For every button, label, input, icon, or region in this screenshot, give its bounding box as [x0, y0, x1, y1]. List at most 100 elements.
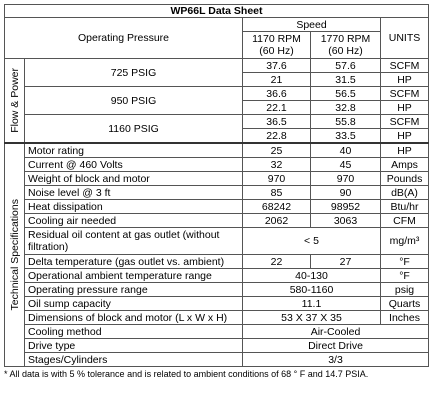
section-label: Flow & Power: [8, 68, 21, 133]
row: Stages/Cylinders 3/3: [5, 352, 430, 367]
unit-cell: Amps: [379, 157, 430, 172]
row: 1170 RPM (60 Hz) 1770 RPM (60 Hz): [5, 31, 429, 59]
value-cell: 85: [242, 185, 311, 200]
value-cell: 55.8: [310, 114, 381, 129]
row: Flow & Power 725 PSIG 37.6 57.6 SCFM: [4, 58, 430, 144]
unit-cell: °F: [379, 254, 430, 269]
value-cell: 36.5: [242, 114, 311, 129]
unit-cell: psig: [379, 282, 430, 297]
label-cell: Heat dissipation: [24, 199, 243, 214]
value-cell: 53 X 37 X 35: [242, 310, 381, 325]
value-cell: 25: [242, 142, 311, 158]
unit-cell: mg/m³: [379, 227, 430, 255]
row: Oil sump capacity 11.1 Quarts: [5, 296, 430, 311]
row: WP66L Data Sheet: [3, 4, 430, 18]
row: 1160 PSIG 36.5 55.8 SCFM: [5, 114, 430, 144]
table-title: WP66L Data Sheet: [3, 4, 430, 18]
value-cell: 37.6: [242, 58, 311, 73]
label-cell: Weight of block and motor: [24, 171, 243, 186]
value-cell: 32: [242, 157, 311, 172]
unit-cell: SCFM: [379, 86, 430, 101]
value-cell: 3063: [310, 213, 381, 228]
label-cell: Operating pressure range: [24, 282, 243, 297]
value-cell: 580-1160: [242, 282, 381, 297]
value-cell: 27: [310, 254, 381, 269]
spec-table: WP66L Data Sheet Operating Pressure Speed U…: [3, 4, 430, 367]
unit-cell: °F: [379, 268, 430, 283]
label-cell: Residual oil content at gas outlet (with…: [24, 227, 243, 255]
value-cell: 98952: [310, 199, 381, 214]
label-cell: Noise level @ 3 ft: [24, 185, 243, 200]
header-cell: UNITS: [379, 17, 430, 59]
row: Dimensions of block and motor (L x W x H…: [5, 310, 430, 325]
label-cell: Stages/Cylinders: [24, 352, 243, 367]
label-cell: Drive type: [24, 338, 243, 353]
value-cell: 57.6: [310, 58, 381, 73]
row: 22.8 33.5 HP: [5, 128, 430, 144]
value-cell: 22: [242, 254, 311, 269]
value-cell: 45: [310, 157, 381, 172]
value-cell: 22.8: [242, 128, 311, 144]
label-cell: Current @ 460 Volts: [24, 157, 243, 172]
label-cell: Cooling method: [24, 324, 243, 339]
value-cell: Direct Drive: [241, 338, 430, 353]
value-cell: 32.8: [310, 100, 381, 115]
value-cell: 2062: [242, 213, 311, 228]
label-cell: Delta temperature (gas outlet vs. ambien…: [24, 254, 243, 269]
unit-cell: HP: [379, 142, 430, 158]
row: Operational ambient temperature range 40-…: [5, 268, 430, 283]
value-cell: 21: [242, 72, 311, 87]
row: Residual oil content at gas outlet (with…: [5, 227, 430, 255]
row: 950 PSIG 36.6 56.5 SCFM: [5, 86, 430, 115]
value-cell: 90: [310, 185, 381, 200]
value-cell: 33.5: [310, 128, 381, 144]
value-cell: 40-130: [242, 268, 381, 283]
row: Operating pressure range 580-1160 psig: [5, 282, 430, 297]
side-cell: Flow & Power: [4, 58, 25, 144]
unit-cell: HP: [379, 72, 430, 87]
value-cell: 36.6: [242, 86, 311, 101]
unit-cell: CFM: [379, 213, 430, 228]
unit-cell: dB(A): [379, 185, 430, 200]
unit-cell: HP: [379, 128, 430, 144]
row: Drive type Direct Drive: [5, 338, 430, 353]
value-cell: 56.5: [310, 86, 381, 101]
unit-cell: HP: [379, 100, 430, 115]
pressure-cell: 725 PSIG: [24, 58, 243, 87]
row: Cooling air needed 2062 3063 CFM: [5, 213, 430, 228]
value-cell: 11.1: [242, 296, 381, 311]
header-cell: Speed: [242, 17, 381, 32]
value-cell: 31.5: [310, 72, 381, 87]
header-cell: 1170 RPM (60 Hz): [242, 31, 311, 59]
unit-cell: SCFM: [379, 58, 430, 73]
header-cell: Operating Pressure: [4, 17, 243, 59]
row: Current @ 460 Volts 32 45 Amps: [5, 157, 430, 172]
unit-cell: SCFM: [379, 114, 430, 129]
row: Operating Pressure Speed UNITS: [4, 17, 430, 59]
label-cell: Oil sump capacity: [24, 296, 243, 311]
pressure-cell: 1160 PSIG: [24, 114, 243, 144]
header-cell: 1770 RPM (60 Hz): [310, 31, 381, 59]
value-cell: 22.1: [242, 100, 311, 115]
value-cell: Air-Cooled: [241, 324, 430, 339]
label-cell: Motor rating: [24, 142, 243, 158]
pressure-cell: 950 PSIG: [24, 86, 243, 115]
value-cell: 970: [310, 171, 381, 186]
value-cell: 40: [310, 142, 381, 158]
row: Technical Specifications Motor rating 25 40…: [4, 142, 430, 367]
value-cell: 68242: [242, 199, 311, 214]
row: Noise level @ 3 ft 85 90 dB(A): [5, 185, 430, 200]
unit-cell: Btu/hr: [379, 199, 430, 214]
row: Heat dissipation 68242 98952 Btu/hr: [5, 199, 430, 214]
value-cell: 3/3: [241, 352, 430, 367]
label-cell: Cooling air needed: [24, 213, 243, 228]
unit-cell: Pounds: [379, 171, 430, 186]
value-cell: < 5: [242, 227, 381, 255]
footnote: * All data is with 5 % tolerance and is …: [4, 369, 369, 379]
data-sheet: WP66L Data Sheet Operating Pressure Speed U…: [3, 4, 430, 379]
row: Cooling method Air-Cooled: [5, 324, 430, 339]
label-cell: Operational ambient temperature range: [24, 268, 243, 283]
unit-cell: Inches: [379, 310, 430, 325]
label-cell: Dimensions of block and motor (L x W x H…: [24, 310, 243, 325]
